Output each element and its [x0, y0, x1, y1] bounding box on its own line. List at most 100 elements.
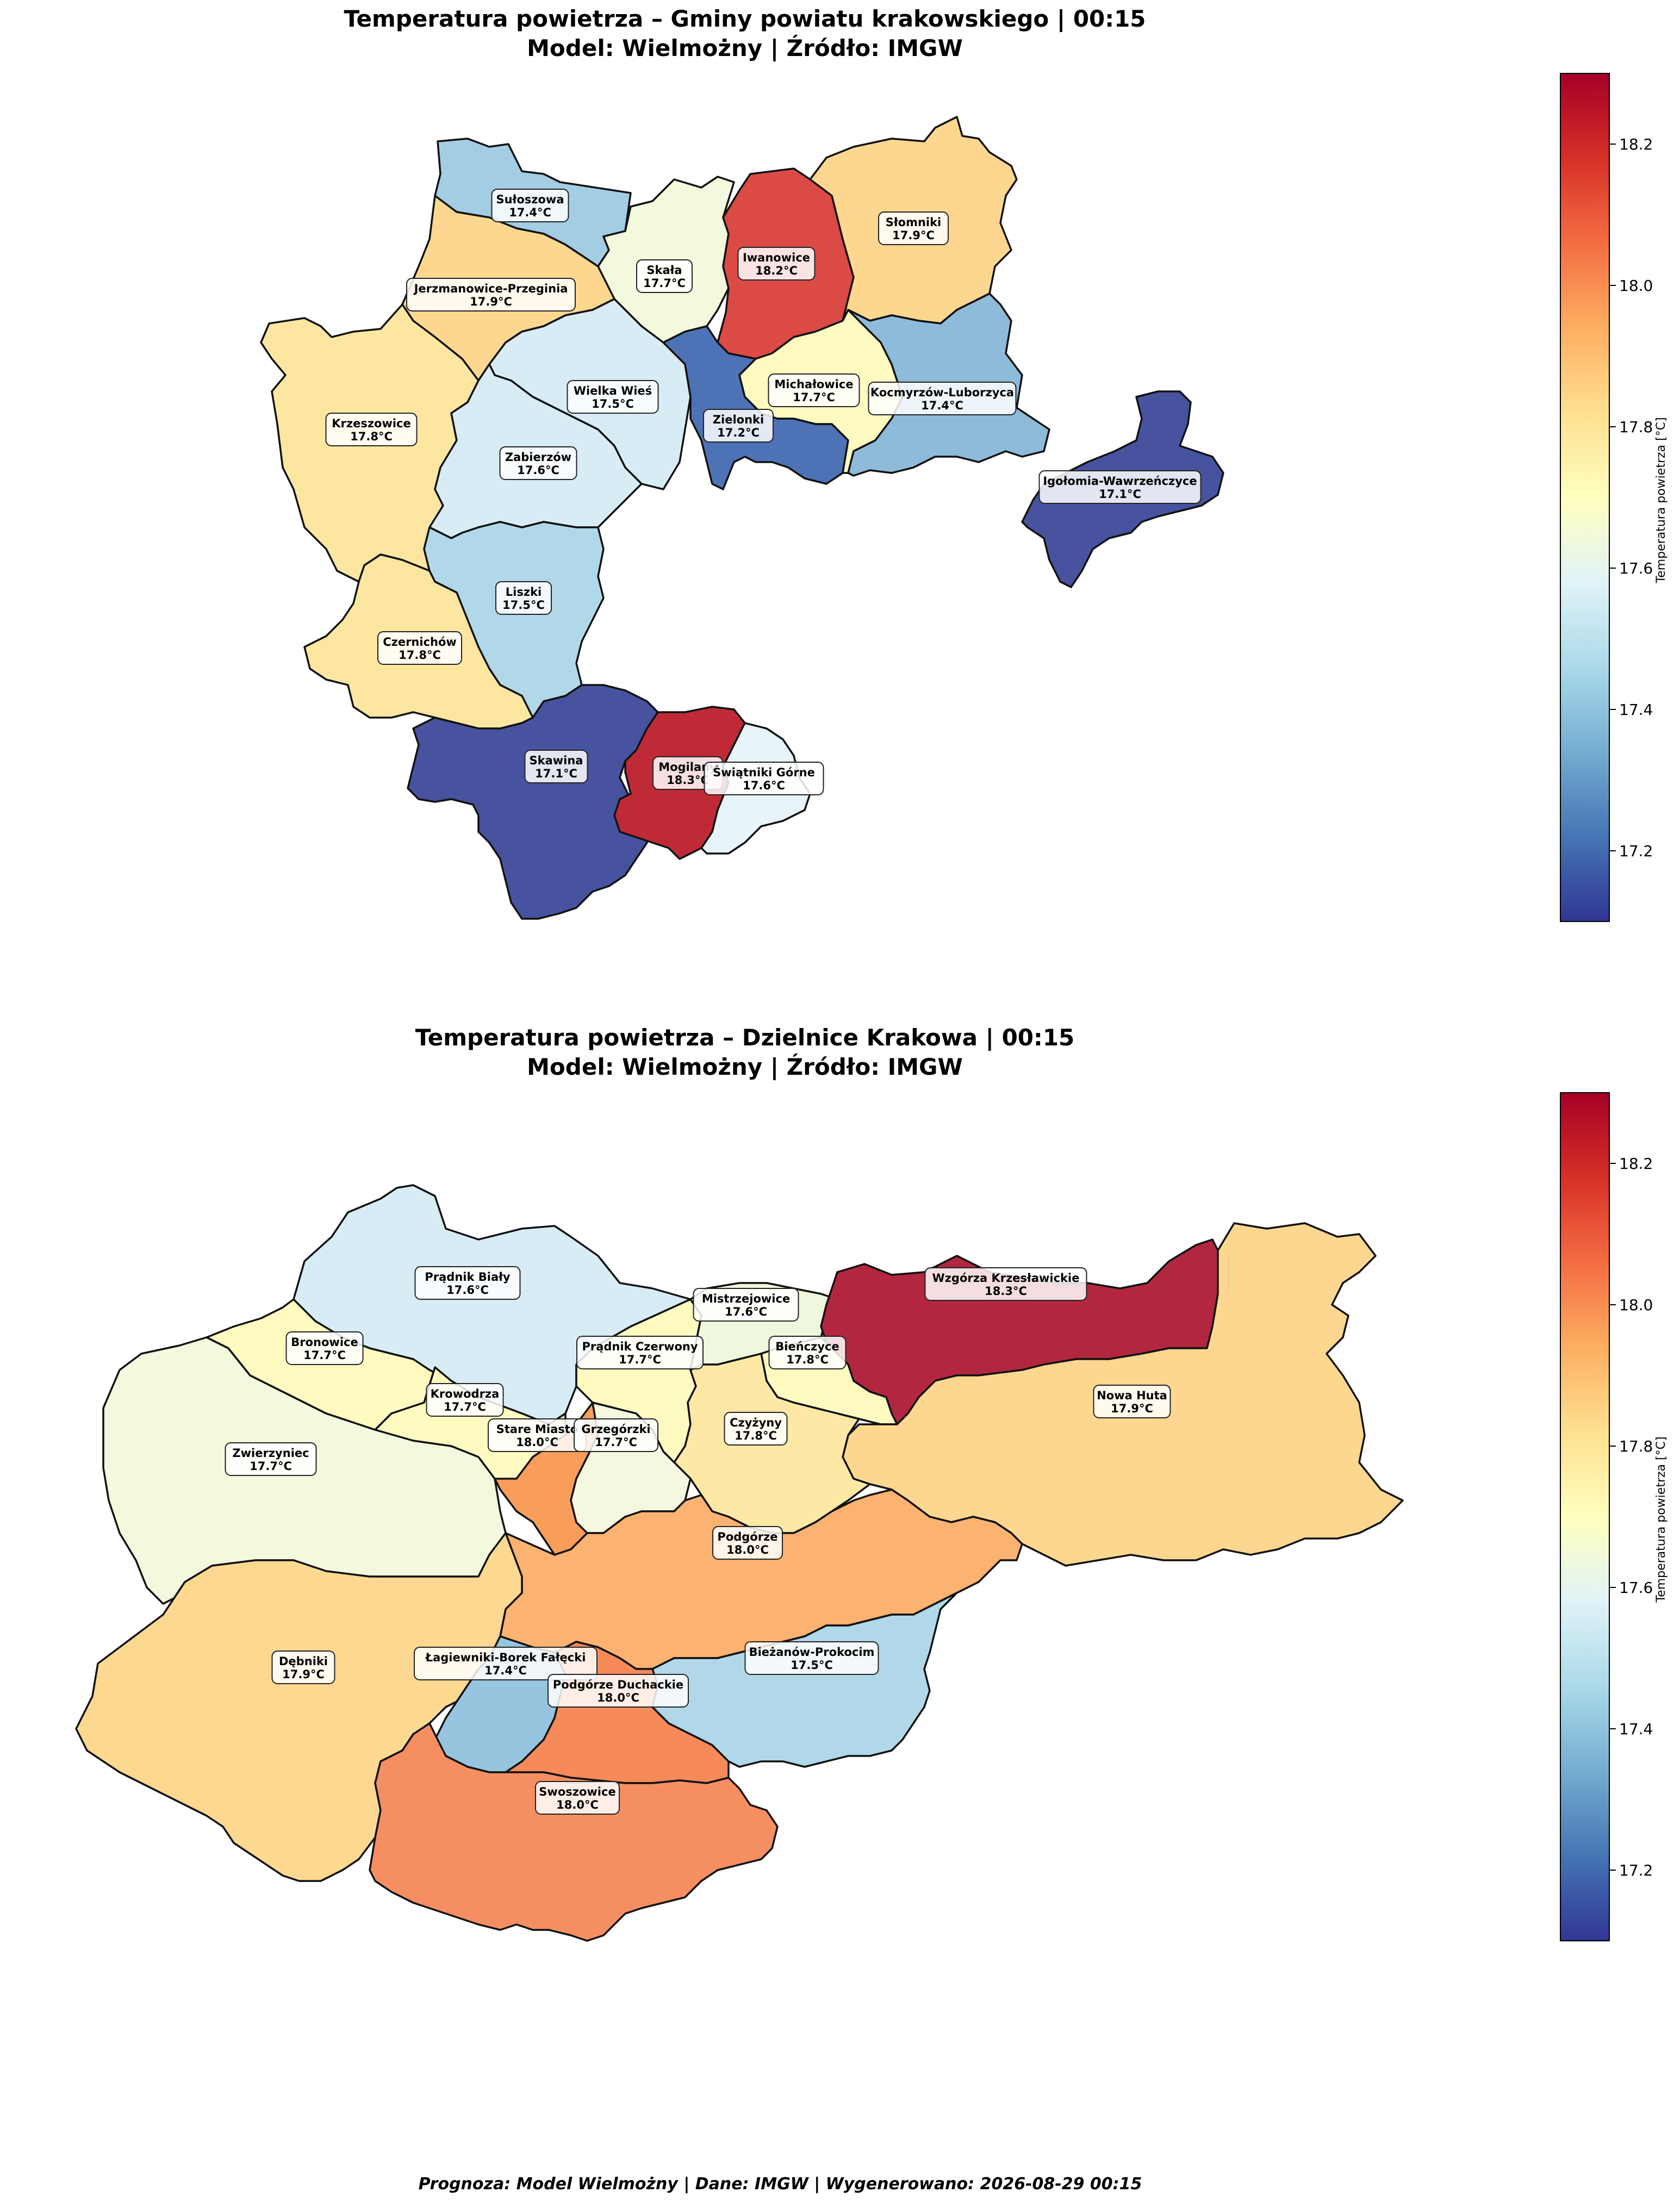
region-label-box — [703, 409, 774, 443]
region-label-name: Nowa Huta — [1097, 1389, 1167, 1402]
colorbar-1-gradient — [1560, 73, 1610, 922]
region-label-box — [868, 382, 1017, 415]
colorbar-tick-label: 18.0 — [1619, 277, 1653, 295]
colorbar-tick-label: 17.4 — [1619, 1720, 1653, 1738]
region-label-name: Swoszowice — [539, 1785, 615, 1798]
region-label-value: 17.6°C — [517, 464, 559, 477]
colorbar-1-ticks: 17.2 17.4 17.6 17.8 18.0 18.2 — [1609, 135, 1653, 860]
region-label-name: Prądnik Biały — [425, 1270, 511, 1284]
region-label-value: 17.8°C — [786, 1353, 829, 1366]
region-label-name: Skawina — [530, 754, 583, 767]
region-label-name: Skała — [646, 264, 682, 277]
colorbar-1-label: Temperatura powietrza [°C] — [1654, 417, 1668, 583]
region-label-value: 18.3°C — [985, 1285, 1027, 1298]
region-label-value: 17.4°C — [509, 206, 551, 219]
region-label-value: 17.1°C — [1099, 488, 1141, 501]
region-label-name: Świątniki Górne — [713, 765, 815, 779]
region-label-box — [1093, 1385, 1171, 1418]
region-label-box — [377, 631, 462, 665]
map2-title-line2: Model: Wielmożny | Źródło: IMGW — [527, 1054, 963, 1080]
region-label-box — [724, 1412, 788, 1446]
region-label-box — [768, 1336, 847, 1369]
map1-title-line2: Model: Wielmożny | Źródło: IMGW — [527, 35, 963, 61]
region-label-box — [1038, 470, 1202, 504]
region-label-value: 17.9°C — [282, 1668, 325, 1681]
region-label-name: Krzeszowice — [332, 417, 411, 430]
region-label-box — [574, 1418, 658, 1452]
region-label-box — [636, 259, 693, 293]
region-skawina[interactable] — [407, 684, 659, 920]
region-label-name: Mistrzejowice — [702, 1292, 790, 1305]
colorbar-2-ticks: 17.2 17.4 17.6 17.8 18.0 18.2 — [1609, 1155, 1653, 1879]
colorbar-2-gradient — [1560, 1092, 1610, 1941]
map1-regions — [260, 116, 1224, 920]
region-label-box — [524, 750, 588, 783]
region-label-name: Łagiewniki-Borek Fałęcki — [425, 1651, 586, 1664]
colorbar-2-label: Temperatura powietrza [°C] — [1654, 1436, 1668, 1603]
region-label-value: 17.7°C — [303, 1349, 346, 1362]
colorbar-tick-label: 17.8 — [1619, 418, 1653, 436]
map1-choropleth: Sułoszowa17.4°CSkała17.7°CIwanowice18.2°… — [260, 116, 1224, 920]
region-label-box — [567, 380, 659, 414]
region-label-name: Dębniki — [279, 1655, 328, 1668]
region-label-name: Michałowice — [774, 378, 853, 391]
region-label-box — [499, 446, 577, 480]
region-label-name: Iwanowice — [743, 251, 810, 264]
region-label-name: Wzgórza Krzesławickie — [932, 1272, 1080, 1285]
region-label-name: Bieżanów-Prokocim — [749, 1646, 875, 1659]
region-label-value: 18.0°C — [516, 1436, 558, 1449]
region-label-value: 17.7°C — [643, 277, 686, 290]
region-label-box — [285, 1331, 364, 1365]
region-label-value: 17.8°C — [735, 1429, 777, 1442]
region-label-value: 17.8°C — [399, 649, 441, 662]
region-label-value: 18.0°C — [597, 1691, 639, 1704]
region-swoszowice[interactable] — [369, 1722, 779, 1942]
colorbar-2: 17.2 17.4 17.6 17.8 18.0 18.2 Temperatura pow… — [1560, 1092, 1668, 1941]
colorbar-1: 17.2 17.4 17.6 17.8 18.0 18.2 Temperatura pow… — [1560, 73, 1668, 922]
region-label-box — [704, 762, 824, 795]
region-label-value: 17.1°C — [535, 767, 577, 780]
region-label-name: Wielka Wieś — [574, 384, 652, 397]
region-label-box — [426, 1383, 504, 1417]
colorbar-tick-label: 17.2 — [1619, 1861, 1653, 1879]
region-label-box — [495, 581, 552, 615]
region-biezanow[interactable] — [651, 1592, 958, 1768]
region-label-value: 17.6°C — [743, 779, 785, 792]
region-label-value: 17.5°C — [791, 1659, 833, 1672]
region-label-box — [737, 247, 816, 281]
region-label-value: 17.8°C — [350, 430, 393, 443]
region-label-value: 18.3°C — [667, 774, 709, 787]
region-label-box — [406, 278, 576, 312]
region-label-name: Jerzmanowice-Przeginia — [413, 282, 568, 295]
region-label-name: Czyżyny — [730, 1416, 782, 1429]
region-label-name: Krowodrza — [431, 1387, 500, 1400]
map2-labels: Prądnik Biały17.6°CMistrzejowice17.6°CWz… — [225, 1266, 1171, 1815]
region-label-name: Prądnik Czerwony — [582, 1340, 698, 1353]
footer-caption: Prognoza: Model Wielmożny | Dane: IMGW |… — [418, 2175, 1142, 2194]
region-label-box — [693, 1288, 799, 1322]
region-label-name: Bronowice — [291, 1336, 358, 1349]
region-label-name: Podgórze Duchackie — [553, 1678, 683, 1691]
